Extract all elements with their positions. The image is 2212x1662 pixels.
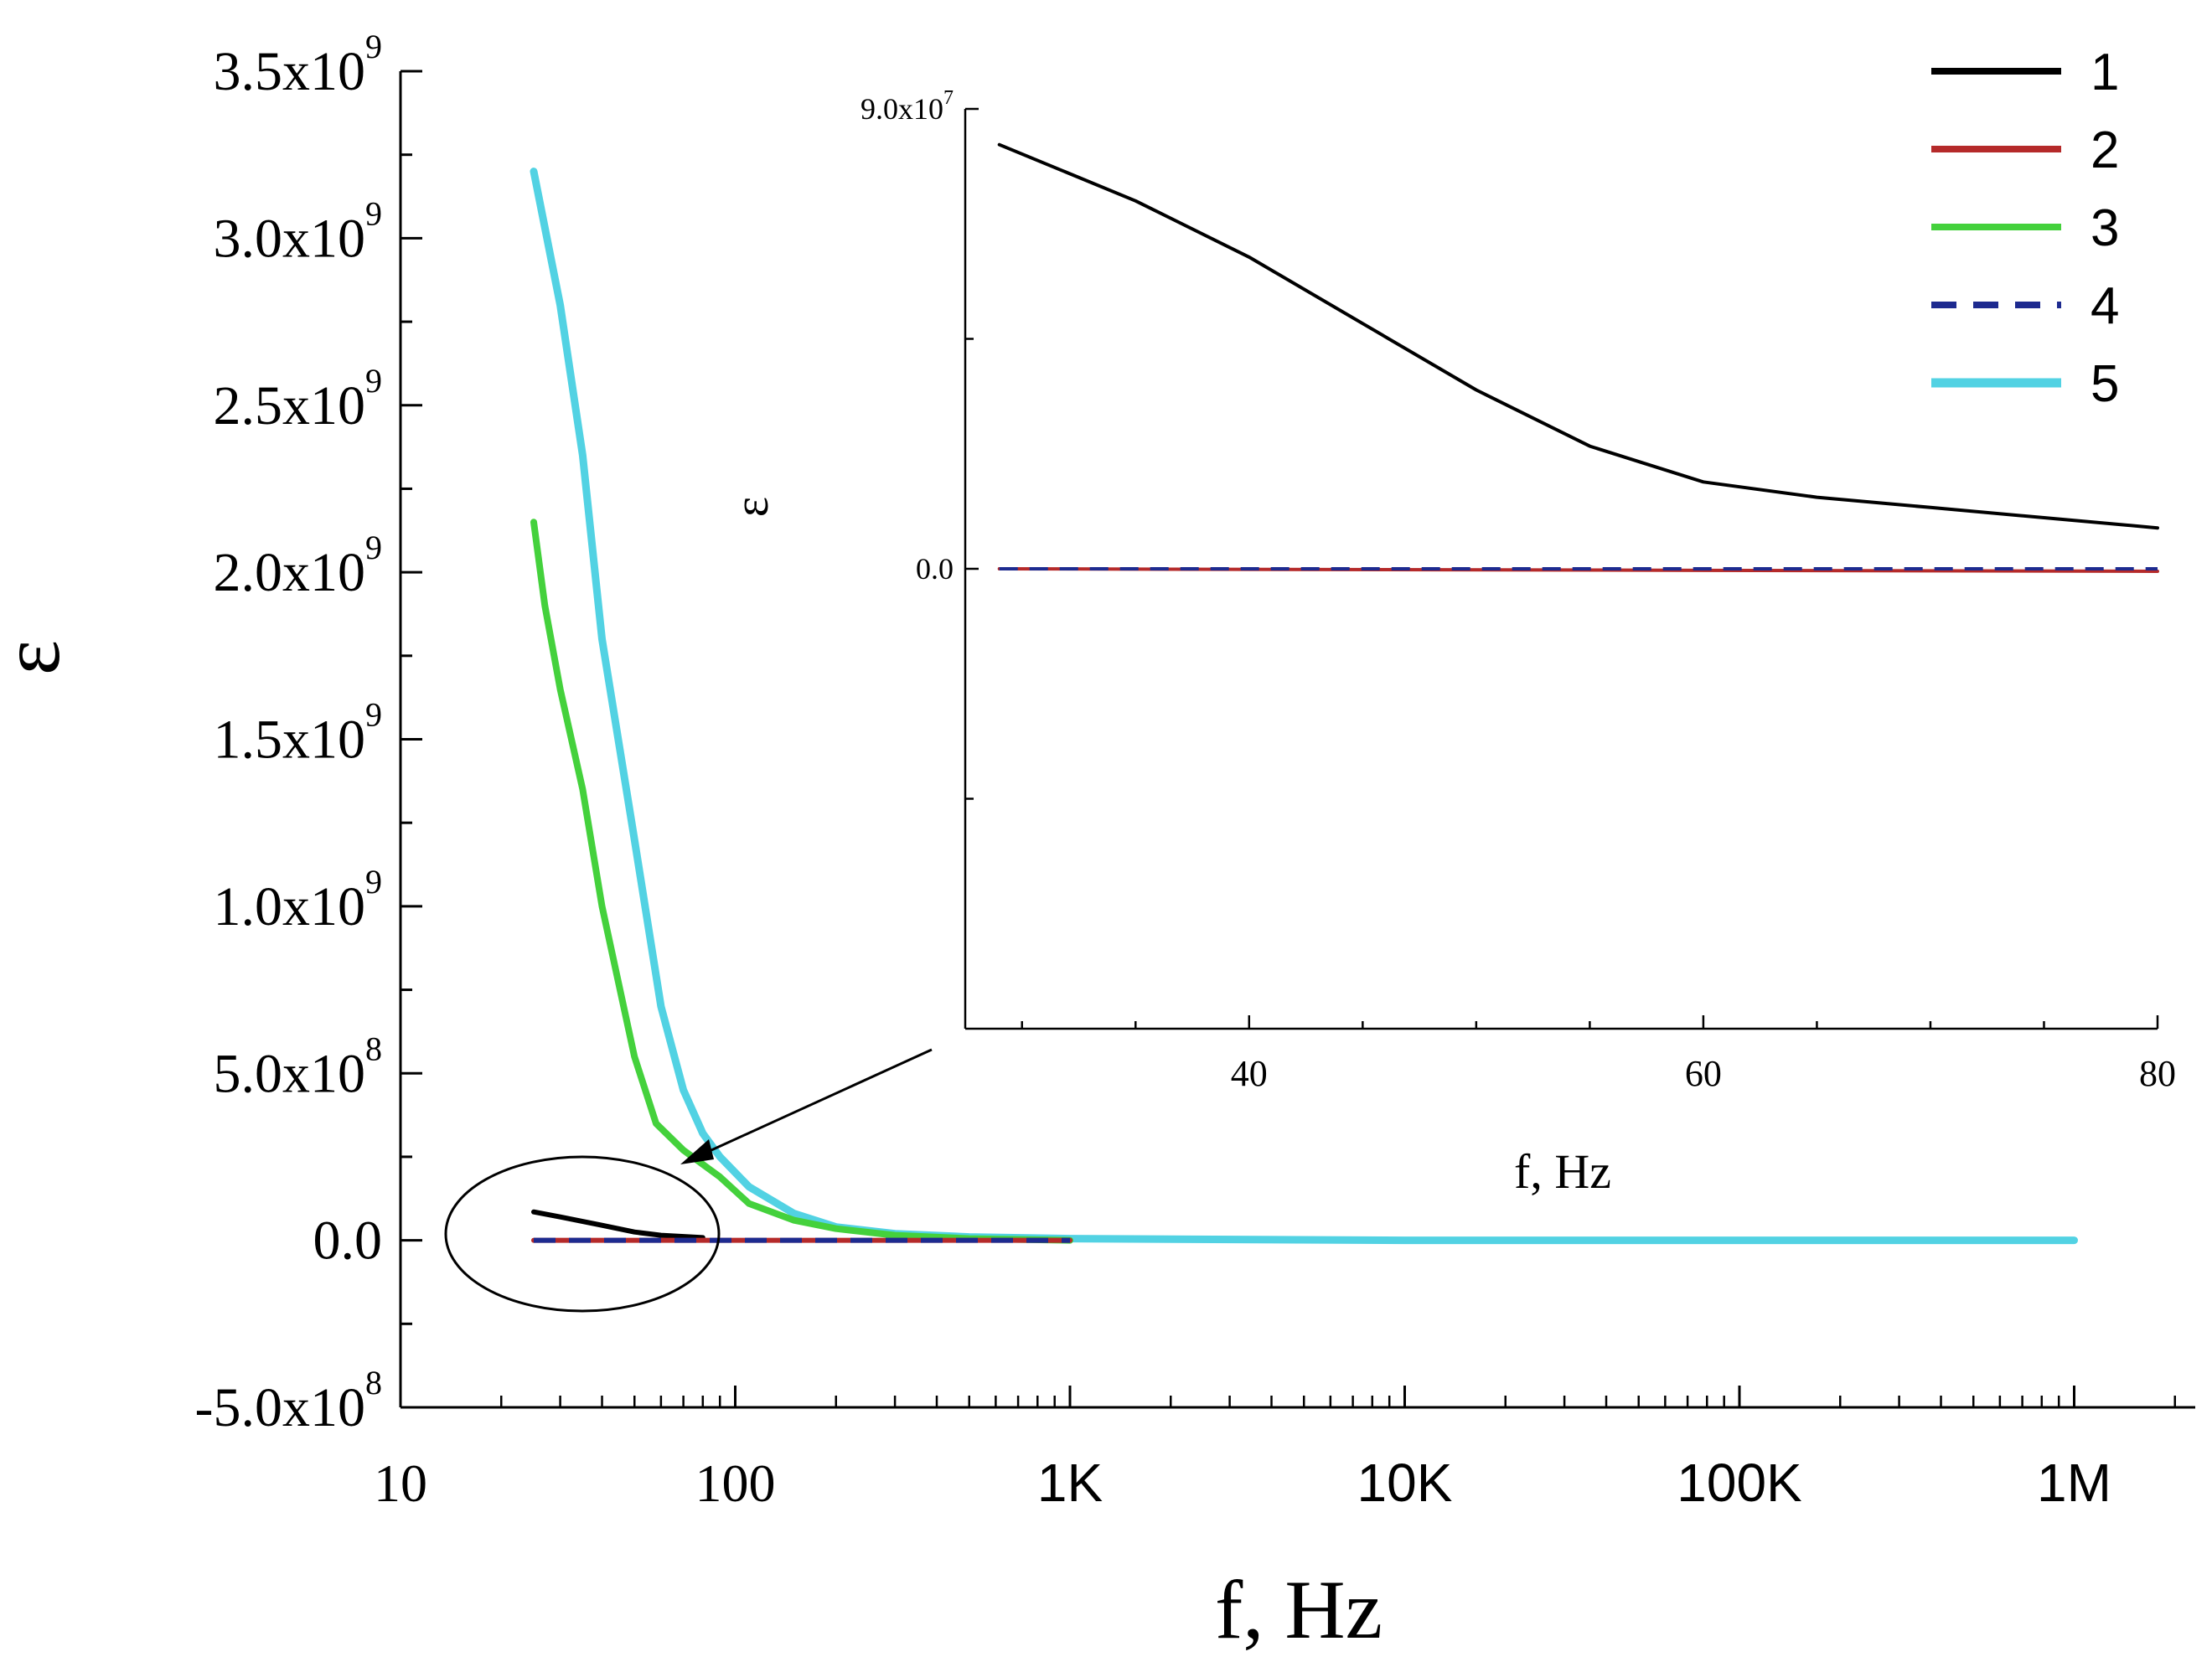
inset-x-tick-label: 80 [2139,1053,2176,1094]
main-x-tick-label: 100 [695,1453,775,1513]
main-y-tick-label: 1.5x109 [214,696,383,771]
legend-label-4: 4 [2091,277,2119,335]
legend-label-2: 2 [2091,121,2119,179]
main-y-tick-label: 3.0x109 [214,194,383,269]
inset-y-axis-title: ε [724,497,778,517]
inset-x-tick-label: 60 [1685,1053,1722,1094]
main-y-tick-label: 5.0x108 [214,1030,383,1104]
main-x-tick-label: 100K [1677,1453,1801,1513]
zoom-arrow-line [701,1048,933,1156]
main-y-tick-label: 0.0 [313,1210,383,1272]
main-y-tick-label: 2.0x109 [214,529,383,603]
inset-y-tick-label: 9.0x107 [861,87,954,126]
main-series-3-line [530,519,1073,1244]
legend-label-1: 1 [2091,44,2119,101]
zoom-arrowhead [680,1139,714,1164]
inset-x-axis-title: f, Hz [1514,1144,1611,1199]
zoom-ellipse [444,1155,721,1313]
main-y-axis-title: ε [0,640,77,675]
main-x-tick-label: 10K [1357,1453,1453,1513]
inset-series-1-line [997,142,2159,530]
main-x-axis-title: f, Hz [1215,1563,1382,1656]
inset-y-tick-label: 0.0 [916,552,954,586]
main-y-tick-label: -5.0x108 [195,1364,382,1438]
main-x-tick-label: 1K [1037,1453,1103,1513]
main-y-tick-label: 3.5x109 [214,28,383,102]
legend-label-5: 5 [2091,355,2119,413]
main-plot: 3.5x109 3.0x109 2.5x109 2.0x109 1.5x109 1.0x1… [0,28,2195,1656]
main-series-1-line [531,1209,705,1241]
zoom-annotation [444,1048,933,1313]
inset-plot: 9.0x107 0.0 40 60 80 f, Hz ε [724,87,2176,1199]
main-y-tick-label: 1.0x109 [214,863,383,937]
main-x-tick-label: 10 [374,1453,427,1513]
main-x-tick-label: 1M [2037,1453,2111,1513]
main-y-tick-label: 2.5x109 [214,362,383,436]
inset-x-tick-label: 40 [1231,1053,1268,1094]
legend-label-3: 3 [2091,199,2119,257]
legend: 1 2 3 4 5 [1931,44,2119,413]
